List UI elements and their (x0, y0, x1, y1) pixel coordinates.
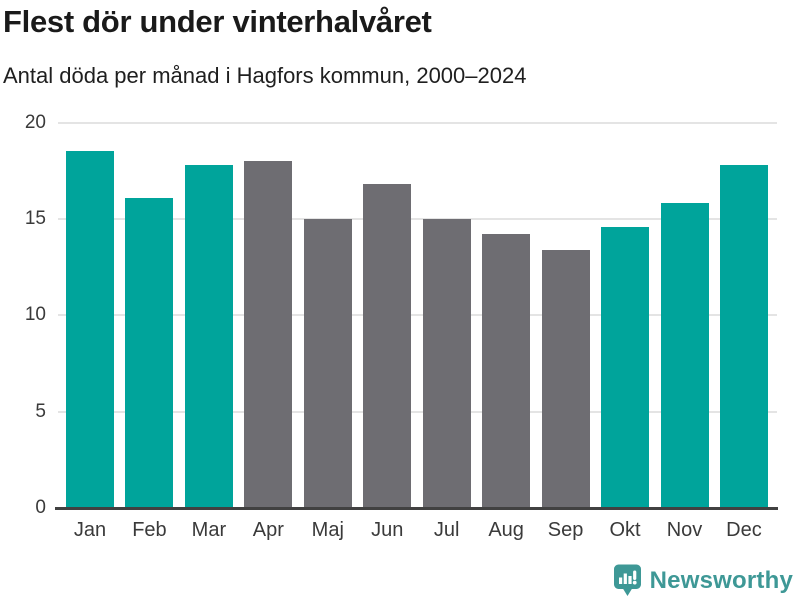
gridline-y-20 (58, 121, 777, 124)
x-axis-tick-label-okt: Okt (609, 519, 641, 541)
x-axis-tick-label-sep: Sep (547, 519, 584, 541)
x-axis-line (55, 506, 778, 510)
chart-subtitle: Antal döda per månad i Hagfors kommun, 2… (3, 63, 527, 88)
y-axis-tick-label-5: 5 (35, 400, 46, 422)
x-axis-tick-label-nov: Nov (666, 519, 703, 541)
gridline-y-5 (58, 410, 777, 413)
bar-feb (125, 197, 174, 508)
x-axis-tick-label-mar: Mar (191, 519, 227, 541)
x-axis-tick-label-apr: Apr (252, 519, 284, 541)
y-axis-tick-label-20: 20 (24, 111, 46, 133)
bar-jun (363, 184, 412, 508)
bar-aug (482, 234, 531, 508)
x-axis-tick-label-maj: Maj (311, 519, 344, 541)
bar-okt (601, 226, 650, 508)
x-axis-tick-label-feb: Feb (132, 519, 167, 541)
y-axis-tick-label-0: 0 (35, 497, 46, 518)
x-axis-tick-label-jun: Jun (371, 519, 404, 541)
y-axis-tick-label-15: 15 (24, 207, 46, 229)
y-axis-tick-label-10: 10 (24, 304, 46, 326)
x-axis-tick-label-jan: Jan (73, 519, 107, 541)
x-axis-tick-label-aug: Aug (488, 519, 524, 541)
gridline-y-15 (58, 217, 777, 220)
gridline-y-10 (58, 314, 777, 317)
x-axis-tick-label-jul: Jul (433, 519, 460, 541)
newsworthy-logo-icon (613, 564, 642, 597)
bar-apr (244, 161, 293, 508)
bar-dec (719, 164, 768, 508)
brand-logo: Newsworthy (613, 564, 793, 597)
bar-sep (541, 249, 590, 508)
bar-jan (66, 151, 114, 508)
brand-name: Newsworthy (649, 566, 793, 594)
bar-maj (303, 218, 352, 508)
x-axis-tick-label-dec: Dec (726, 519, 762, 541)
bar-jul (422, 218, 471, 508)
bar-mar (184, 164, 233, 508)
bar-nov (660, 203, 709, 508)
chart-title: Flest dör under vinterhalvåret (3, 4, 432, 39)
